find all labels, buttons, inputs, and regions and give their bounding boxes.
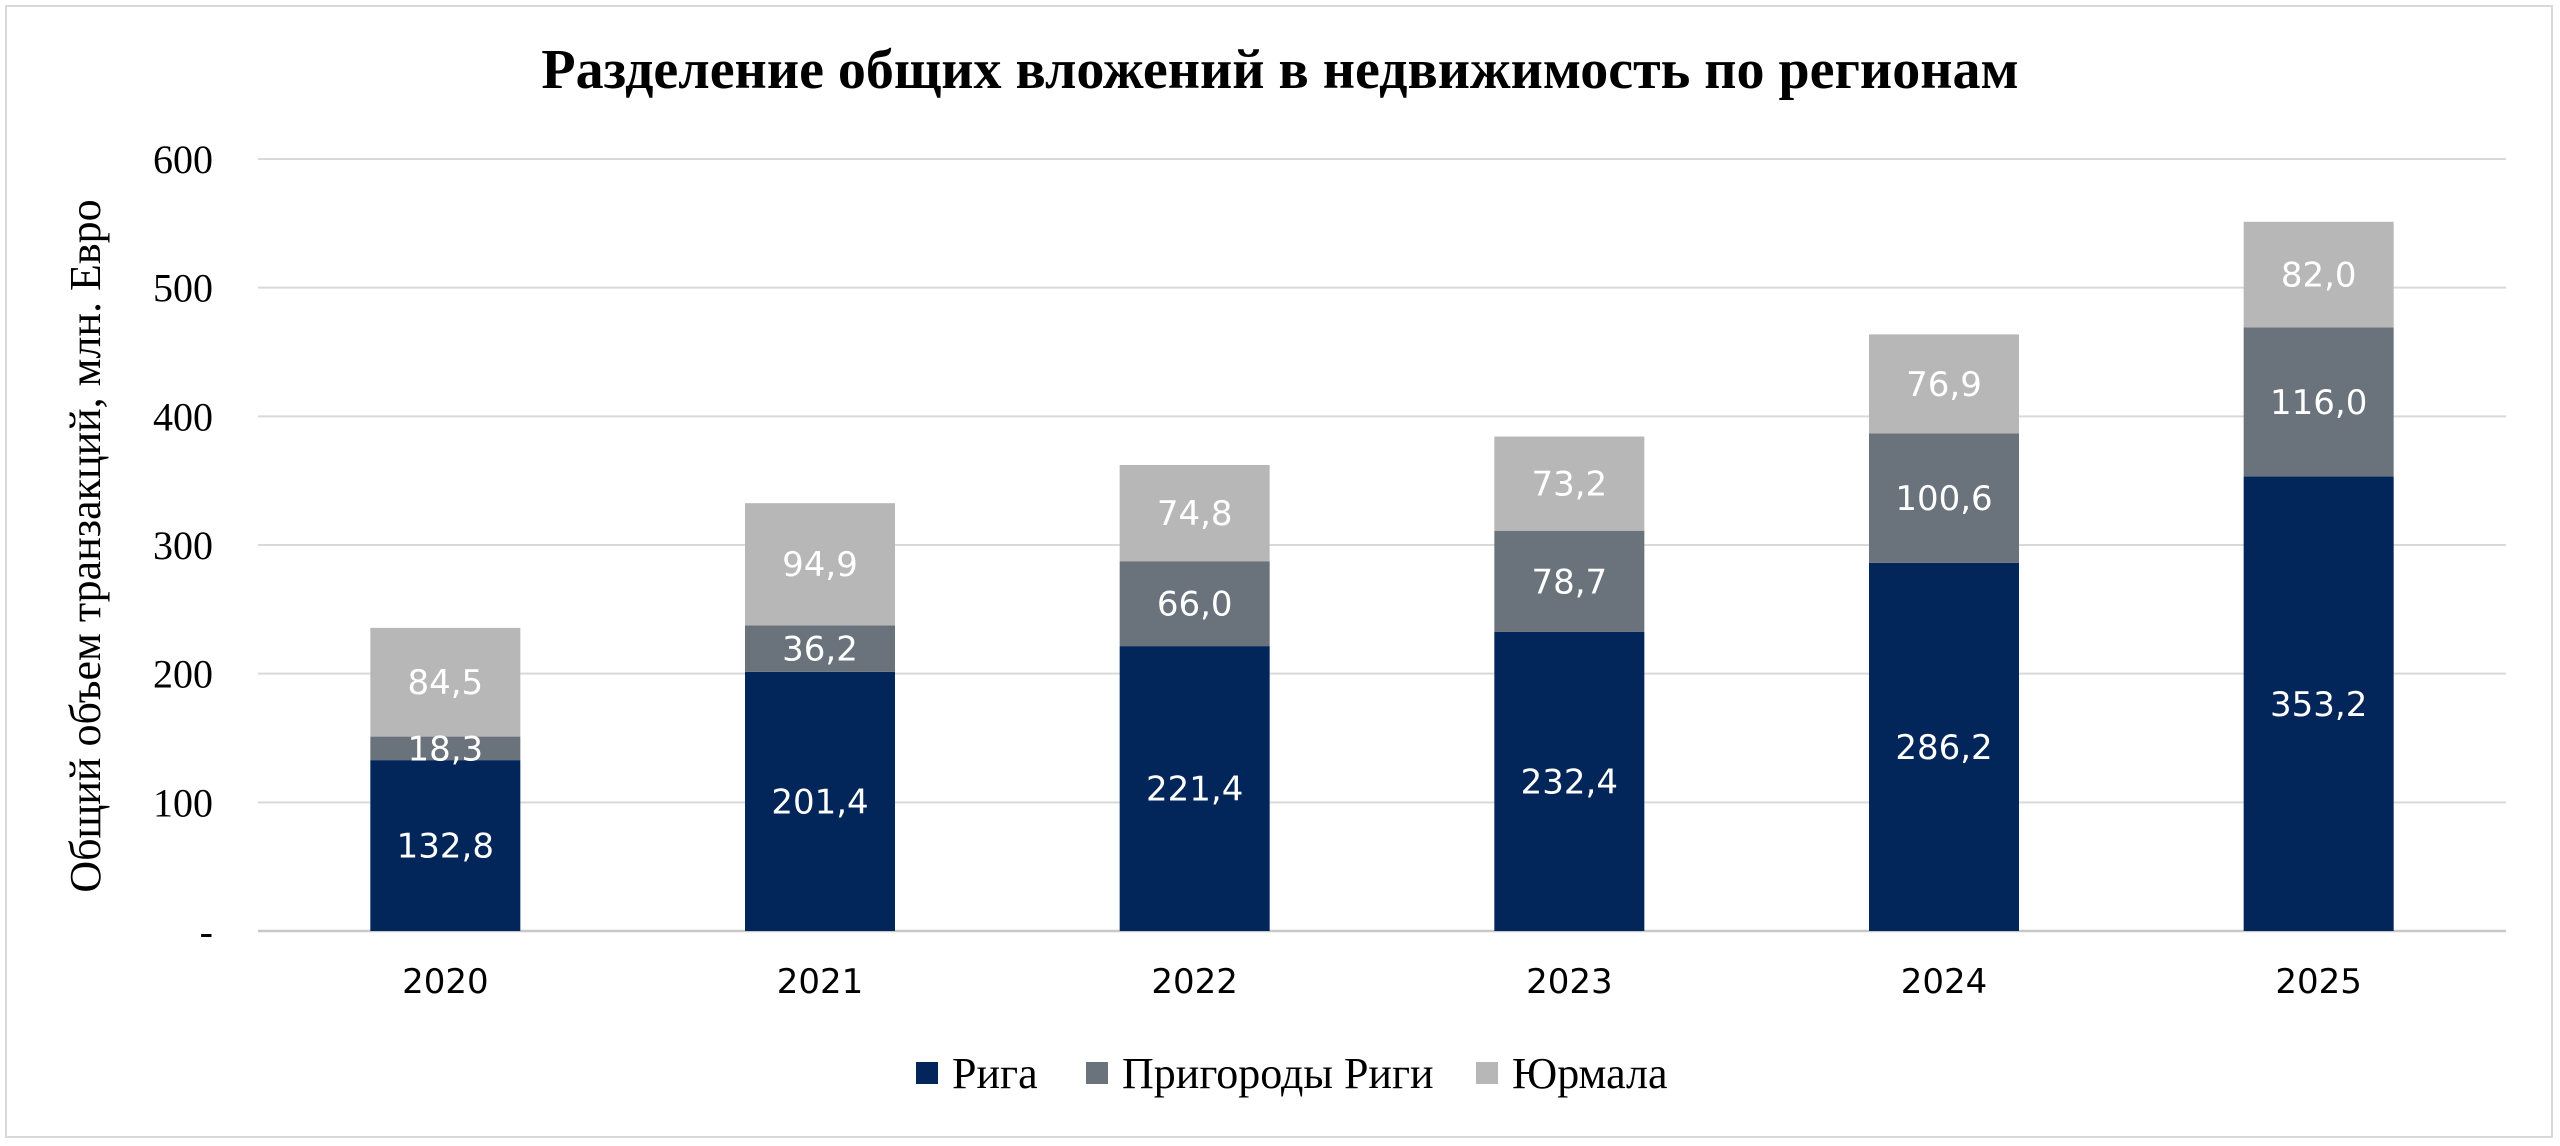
bar-segment [2243,221,2394,328]
bar-segment [745,671,895,931]
data-label: 66,0 [1157,585,1233,625]
bar-segment [745,503,895,626]
bar-segment [1494,631,1645,931]
data-label: 116,0 [2270,383,2367,423]
data-label: 76,9 [1906,365,1982,405]
bar-segment [745,625,895,672]
x-tick-label: 2024 [1901,962,1988,1002]
x-tick-label: 2020 [402,962,489,1002]
bar-segment [1494,530,1645,632]
data-label: 74,8 [1157,494,1233,534]
data-labels: 132,8 18,3 84,5 201,4 36,2 94,9 221,4 66,0 74,8 2… [397,256,2368,867]
chart-frame [5,5,2553,1138]
y-tick-label: 300 [153,523,213,568]
x-tick-label: 2023 [1526,962,1613,1002]
data-label: 82,0 [2281,256,2357,296]
bar-segment [1494,436,1645,531]
data-label: 232,4 [1521,762,1618,802]
y-tick-label: 100 [153,780,213,825]
bar-segment [1869,334,2019,434]
bar-segment [1119,561,1270,647]
data-label: 100,6 [1895,479,1992,519]
data-label: 73,2 [1531,465,1607,505]
legend: Рига Пригороды Риги Юрмала [916,1049,1668,1098]
gridlines [258,158,2506,933]
data-label: 84,5 [407,663,483,703]
y-tick-label: 600 [153,137,213,182]
x-tick-label: 2025 [2275,962,2362,1002]
y-tick-label: 500 [153,266,213,311]
bar-segment [1869,562,2019,931]
data-label: 36,2 [782,630,858,670]
bar-segment [2243,476,2394,931]
bar-segment [1119,646,1270,931]
bar-segment [370,760,521,931]
legend-swatch [1086,1062,1108,1084]
legend-swatch [1476,1062,1498,1084]
bar-segment [2243,327,2394,477]
data-label: 221,4 [1146,770,1243,810]
bar-segment [370,736,521,761]
legend-swatch [916,1062,938,1084]
y-axis-label: Общий объем транзакций, млн. Евро [61,199,110,892]
bar-segment [370,627,521,737]
y-tick-label: 400 [153,394,213,439]
x-axis-ticks: 2020 2021 2022 2023 2024 2025 [402,962,2362,1002]
bars [370,221,2394,931]
y-tick-label: - [200,909,213,954]
y-axis-ticks: - 100 200 300 400 500 600 [153,137,213,954]
data-label: 18,3 [407,729,483,769]
data-label: 94,9 [782,545,858,585]
bar-segment [1869,433,2019,563]
data-label: 201,4 [771,782,868,822]
x-tick-label: 2021 [777,962,864,1002]
bar-segment [1119,464,1270,562]
legend-label: Пригороды Риги [1122,1049,1434,1098]
legend-label: Юрмала [1512,1049,1668,1098]
x-tick-label: 2022 [1151,962,1238,1002]
data-label: 132,8 [397,827,494,867]
data-label: 286,2 [1895,728,1992,768]
y-tick-label: 200 [153,652,213,697]
data-label: 353,2 [2270,685,2367,725]
chart-title: Разделение общих вложений в недвижимость… [541,39,2018,101]
legend-label: Рига [952,1049,1038,1098]
data-label: 78,7 [1531,562,1607,602]
